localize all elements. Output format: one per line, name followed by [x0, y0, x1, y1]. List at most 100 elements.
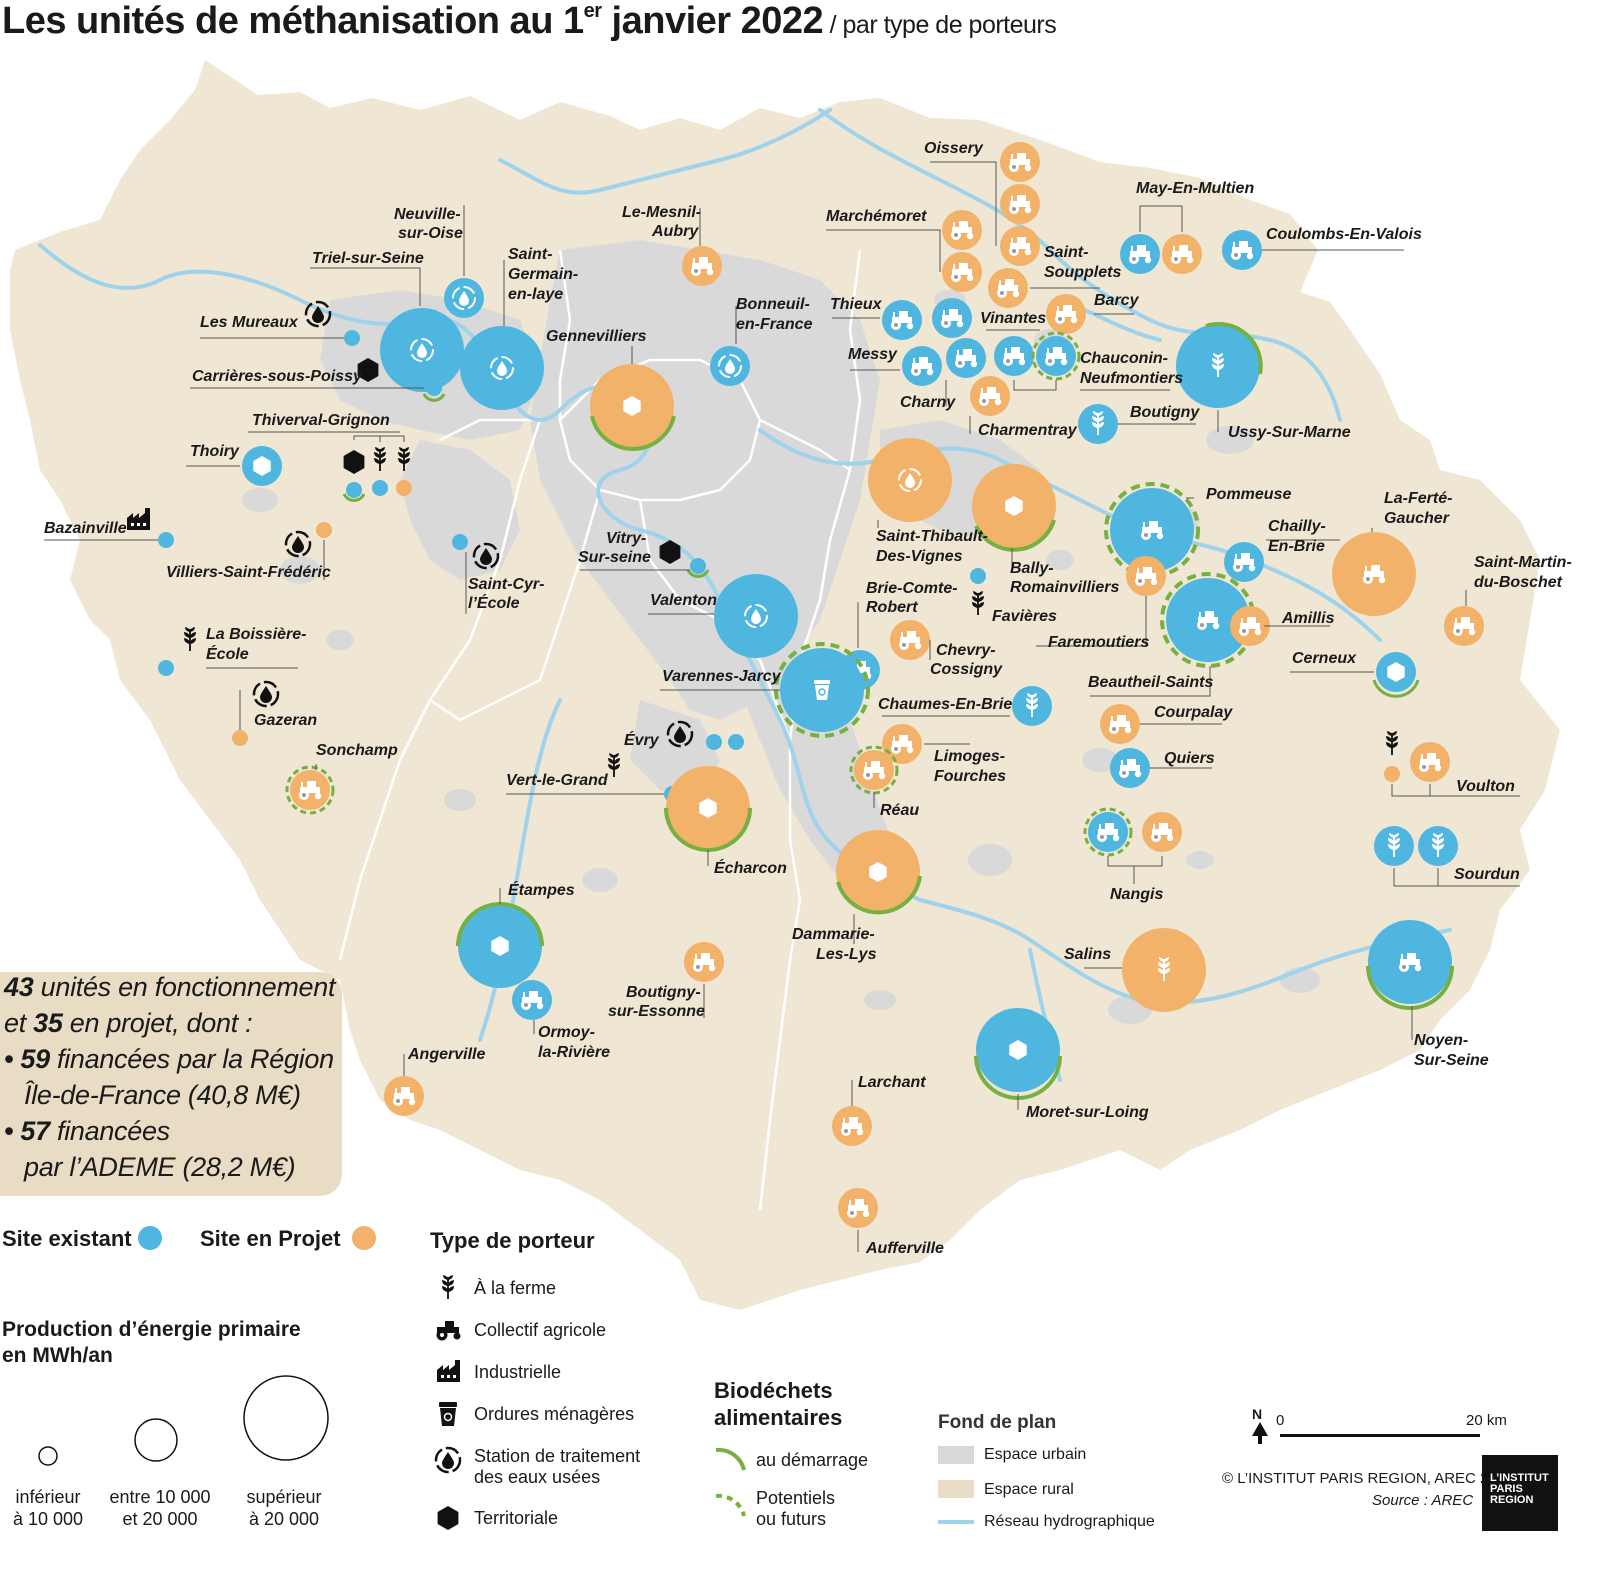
place-label-brie2: Robert — [866, 599, 918, 616]
stats-line-2: et 35 en projet, dont : — [4, 1008, 253, 1038]
place-label-brie1: Brie-Comte- — [866, 580, 958, 597]
site-courpalay[interactable] — [1100, 704, 1140, 744]
site-oissery-3[interactable] — [1000, 226, 1040, 266]
stats-box: 43 unités en fonctionnement et 35 en pro… — [0, 972, 342, 1196]
site-nangis[interactable] — [1083, 807, 1182, 857]
place-label-vertlegrand: Vert-le-Grand — [506, 772, 608, 789]
site-saint-thibault-des-vignes[interactable] — [868, 438, 952, 522]
site-dammarie-les-lys[interactable] — [836, 830, 922, 915]
place-label-chaumes: Chaumes-En-Brie — [878, 696, 1013, 713]
site-le-mesnil-aubry[interactable] — [682, 246, 722, 286]
map-subtitle: / par type de porteurs — [823, 11, 1057, 39]
site-thoiry[interactable] — [242, 446, 282, 486]
legend-size-circles — [38, 1375, 329, 1466]
site-chauconin-1[interactable] — [994, 336, 1034, 376]
place-label-chauconin1: Chauconin- — [1080, 350, 1168, 367]
place-label-saintsoupplets2: Soupplets — [1044, 264, 1122, 281]
site-chaumes-en-brie[interactable] — [1012, 686, 1052, 726]
site-pommeuse[interactable] — [1104, 482, 1200, 578]
place-label-cerneux: Cerneux — [1292, 650, 1357, 667]
site-limoges-fourches[interactable] — [882, 724, 922, 764]
site-larchant[interactable] — [832, 1106, 872, 1146]
place-label-sonchamp: Sonchamp — [316, 742, 398, 759]
place-label-vitry1: Vitry- — [606, 530, 647, 547]
site-favieres[interactable] — [970, 568, 986, 616]
site-thieux[interactable] — [882, 300, 922, 340]
site-saint-cyr-l-ecole[interactable] — [452, 534, 500, 570]
legend-size-mid — [134, 1418, 178, 1462]
site-carrieres-sous-poissy[interactable] — [357, 358, 446, 402]
site-ussy-sur-marne[interactable] — [1176, 322, 1263, 408]
site-thiverval-grignon[interactable] — [342, 435, 412, 502]
legend-type-station-2: des eaux usées — [474, 1467, 601, 1487]
site-bally-romainvilliers[interactable] — [972, 464, 1056, 552]
site-echarcon[interactable] — [664, 766, 752, 852]
legend-type-station-1: Station de traitement — [474, 1446, 641, 1466]
site-neuville-sur-oise[interactable] — [444, 278, 484, 318]
place-label-laferte2: Gaucher — [1384, 510, 1449, 527]
site-vinantes[interactable] — [932, 298, 972, 338]
place-label-triel: Triel-sur-Seine — [312, 250, 424, 267]
site-sonchamp[interactable] — [285, 765, 335, 815]
site-marchemoret-1[interactable] — [942, 210, 982, 250]
site-angerville[interactable] — [384, 1076, 424, 1116]
site-vitry-sur-seine[interactable] — [659, 540, 710, 578]
site-salins[interactable] — [1122, 928, 1206, 1012]
site-villiers-saint-frederic[interactable] — [284, 522, 332, 558]
site-valenton[interactable] — [714, 574, 798, 658]
site-marchemoret-2[interactable] — [942, 252, 982, 292]
site-boutigny[interactable] — [1078, 404, 1118, 444]
place-label-evry: Évry — [624, 732, 659, 749]
site-moret-sur-loing[interactable] — [974, 1008, 1062, 1100]
site-amillis[interactable] — [1230, 606, 1270, 646]
site-noyen-sur-seine[interactable] — [1366, 920, 1454, 1010]
site-bonneuil-en-france[interactable] — [710, 346, 750, 386]
site-charmentray[interactable] — [970, 376, 1010, 416]
site-la-boissiere-ecole[interactable] — [158, 626, 197, 676]
site-sourdun[interactable] — [1374, 826, 1458, 866]
legend-fond-title: Fond de plan — [938, 1412, 1057, 1433]
site-varennes-jarcy[interactable] — [774, 642, 870, 738]
site-barcy[interactable] — [1046, 294, 1086, 334]
legend-project-dot — [352, 1226, 376, 1250]
site-oissery-1[interactable] — [1000, 142, 1040, 182]
site-messy[interactable] — [902, 346, 942, 386]
place-label-ormoy1: Ormoy- — [538, 1024, 595, 1041]
site-etampes[interactable] — [456, 902, 544, 988]
site-chauconin-2[interactable] — [1031, 331, 1081, 381]
site-boutigny-sur-essonne[interactable] — [684, 942, 724, 982]
copyright: © L’INSTITUT PARIS REGION, AREC 2022 — [1222, 1470, 1514, 1487]
place-label-gazeran: Gazeran — [254, 712, 318, 729]
site-saint-martin-du-boschet[interactable] — [1444, 606, 1484, 646]
legend-urban: Espace urbain — [984, 1446, 1087, 1463]
site-chailly-en-brie[interactable] — [1224, 542, 1264, 582]
site-la-ferte-gaucher[interactable] — [1332, 532, 1416, 616]
site-saint-soupplets[interactable] — [988, 268, 1028, 308]
site-voulton[interactable] — [1384, 730, 1450, 782]
site-ormoy-la-riviere[interactable] — [512, 980, 552, 1020]
site-triel-sur-seine[interactable] — [380, 308, 464, 392]
site-may-en-multien-existing[interactable] — [1120, 234, 1160, 274]
site-evry[interactable] — [666, 720, 744, 750]
site-gennevilliers[interactable] — [590, 364, 676, 451]
place-label-thiverval: Thiverval-Grignon — [252, 412, 390, 429]
site-bazainville[interactable] — [127, 508, 174, 548]
site-charny[interactable] — [946, 338, 986, 378]
site-coulombs-en-valois[interactable] — [1222, 230, 1262, 270]
site-aufferville[interactable] — [838, 1188, 878, 1228]
site-cerneux[interactable] — [1372, 652, 1420, 698]
site-gazeran[interactable] — [232, 680, 280, 746]
site-saint-germain-en-laye[interactable] — [460, 326, 544, 410]
site-chevry-cossigny[interactable] — [890, 620, 930, 660]
site-les-mureaux[interactable] — [304, 300, 360, 346]
site-oissery-2[interactable] — [1000, 184, 1040, 224]
place-label-sourdun: Sourdun — [1454, 866, 1520, 883]
place-label-bonneuil1: Bonneuil- — [736, 296, 810, 313]
place-label-stthibault2: Des-Vignes — [876, 548, 963, 565]
site-quiers[interactable] — [1110, 748, 1150, 788]
place-label-voulton: Voulton — [1456, 778, 1515, 795]
place-label-etampes: Étampes — [508, 882, 575, 899]
site-faremoutiers[interactable] — [1126, 556, 1166, 596]
place-label-dammarie1: Dammarie- — [792, 926, 875, 943]
site-may-en-multien-project[interactable] — [1162, 234, 1202, 274]
